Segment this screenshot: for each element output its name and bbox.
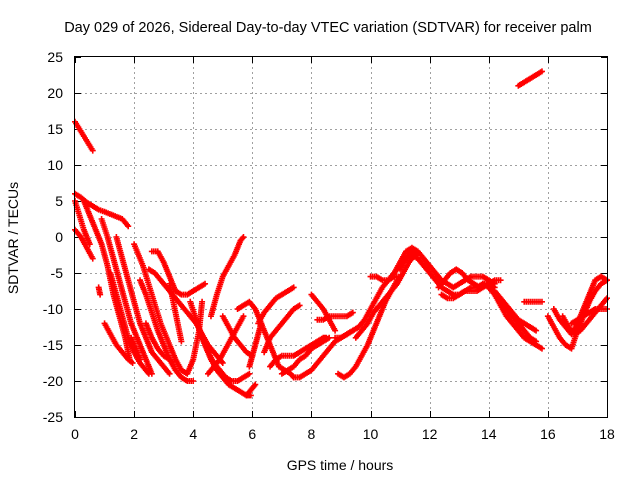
- y-tick-label: -25: [43, 409, 63, 425]
- y-tick-label: -20: [43, 373, 63, 389]
- x-tick-label: 4: [189, 426, 197, 442]
- series-arc-26: [255, 284, 296, 326]
- sdtvar-chart: Day 029 of 2026, Sidereal Day-to-day VTE…: [0, 0, 640, 480]
- data-markers: [72, 68, 610, 398]
- chart-title: Day 029 of 2026, Sidereal Day-to-day VTE…: [64, 20, 592, 36]
- series-arc-1: [72, 119, 96, 154]
- x-tick-label: 12: [422, 426, 438, 442]
- y-tick-label: 15: [47, 121, 63, 137]
- series-arc-45: [515, 68, 545, 88]
- series-arc-6: [96, 284, 103, 297]
- y-tick-label: 5: [55, 193, 63, 209]
- y-tick-label: 10: [47, 157, 63, 173]
- y-tick-label: -10: [43, 301, 63, 317]
- y-tick-label: 0: [55, 229, 63, 245]
- grid: [75, 57, 607, 417]
- series-arc-44: [521, 299, 545, 305]
- x-tick-label: 2: [130, 426, 138, 442]
- ticks: 0 2 4 6 8 10 12 14 16 18 -25 -20 -15 -10 -5 0 5 10 15 20 25: [43, 49, 615, 442]
- y-tick-label: -15: [43, 337, 63, 353]
- series-arc-35: [353, 252, 418, 341]
- y-tick-label: 25: [47, 49, 63, 65]
- y-tick-label: -5: [51, 265, 64, 281]
- series-arc-31: [308, 292, 338, 334]
- x-tick-label: 18: [599, 426, 615, 442]
- x-tick-label: 10: [363, 426, 379, 442]
- x-tick-label: 8: [308, 426, 316, 442]
- chart-container: Day 029 of 2026, Sidereal Day-to-day VTE…: [0, 0, 640, 480]
- y-tick-label: 20: [47, 85, 63, 101]
- x-tick-label: 6: [248, 426, 256, 442]
- x-tick-label: 0: [71, 426, 79, 442]
- y-axis-label: SDTVAR / TECUs: [5, 182, 21, 294]
- x-tick-label: 14: [481, 426, 497, 442]
- series-arc-32: [314, 310, 355, 323]
- x-axis-label: GPS time / hours: [287, 457, 394, 473]
- x-tick-label: 16: [540, 426, 556, 442]
